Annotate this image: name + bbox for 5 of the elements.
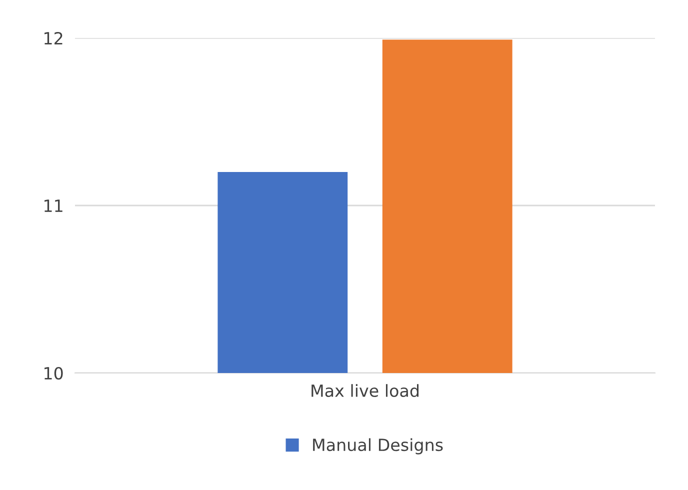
y-tick-label: 10 [44,366,63,380]
y-tick-label: 11 [44,200,62,212]
y-tick-label: 12 [44,32,62,44]
legend-label: Manual Designs [313,438,443,454]
x-tick-label: Max live load [312,384,419,398]
